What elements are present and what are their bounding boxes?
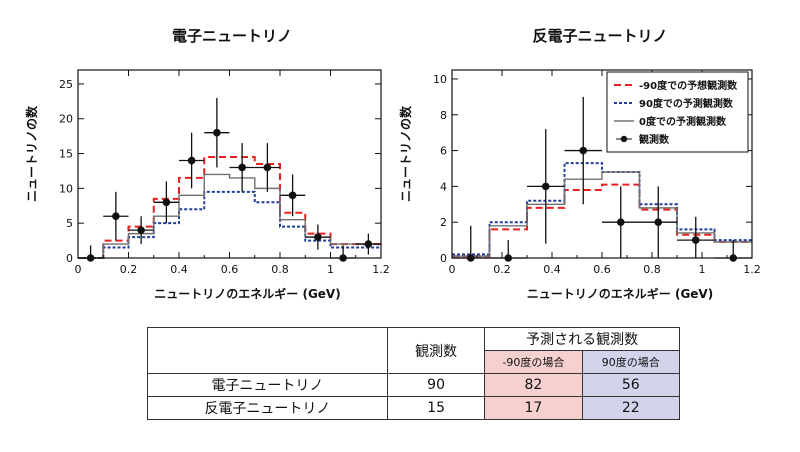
x-axis-label: ニュートリノのエネルギー (GeV) — [154, 286, 340, 301]
data-point — [654, 218, 663, 226]
x-tick-label: 0.8 — [271, 263, 289, 276]
y-tick-label: 10 — [433, 73, 447, 86]
y-tick-label: 10 — [59, 182, 73, 195]
x-tick-label: 0.6 — [221, 263, 239, 276]
x-tick-label: 0 — [449, 263, 456, 276]
header-plus90: 90度の場合 — [581, 350, 681, 374]
y-axis-label: ニュートリノの数 — [398, 105, 413, 202]
y-tick-label: 0 — [66, 252, 73, 265]
row-observed: 90 — [386, 373, 486, 397]
header-predicted: 予測される観測数 — [484, 327, 680, 351]
data-point — [112, 212, 120, 221]
row-label: 反電子ニュートリノ — [147, 396, 388, 420]
data-point — [314, 233, 322, 241]
table-row: 電子ニュートリノ 90 82 56 — [147, 373, 681, 397]
legend-label: -90度での予想観測数 — [639, 79, 738, 92]
y-tick-label: 5 — [66, 217, 73, 230]
data-point — [579, 146, 588, 155]
y-tick-label: 8 — [440, 109, 447, 122]
row-observed: 15 — [386, 396, 486, 420]
y-tick-label: 4 — [440, 180, 447, 193]
data-point — [691, 236, 700, 244]
row-plus90: 22 — [581, 396, 681, 420]
data-point — [238, 163, 246, 172]
series-dashed-line — [452, 183, 752, 258]
x-tick-label: 1 — [699, 263, 706, 276]
x-tick-label: 0.6 — [593, 263, 611, 276]
x-tick-label: 0.2 — [493, 263, 511, 276]
data-point — [616, 218, 625, 226]
data-point — [541, 182, 550, 191]
data-point — [162, 198, 171, 207]
x-tick-label: 1 — [327, 263, 334, 276]
chart-1-title: 電子ニュートリノ — [171, 27, 292, 45]
chart-anti-electron-neutrino: 0 0.2 0.4 0.6 0.8 1 1.2 0 2 4 6 8 10 ニュートリノのエネルギー (Ge… — [398, 69, 761, 301]
x-tick-label: 0.4 — [170, 263, 188, 276]
x-tick-label: 0.8 — [643, 263, 661, 276]
data-point — [263, 163, 272, 172]
x-tick-label: 0.4 — [543, 263, 561, 276]
y-tick-label: 15 — [59, 148, 73, 161]
data-point — [364, 240, 373, 248]
y-tick-label: 6 — [440, 145, 447, 158]
series-dashed-line — [78, 156, 381, 259]
header-minus90: -90度の場合 — [484, 350, 583, 374]
legend-label: 90度での予測観測数 — [639, 97, 734, 110]
y-tick-label: 0 — [440, 252, 447, 265]
legend-label: 観測数 — [639, 133, 670, 146]
plot-frame — [77, 69, 382, 259]
data-point — [137, 226, 145, 234]
chart-2-title: 反電子ニュートリノ — [532, 27, 668, 45]
x-tick-label: 1.2 — [743, 263, 761, 276]
y-tick-label: 25 — [59, 78, 73, 91]
table-corner — [147, 327, 388, 374]
header-observed: 観測数 — [386, 327, 486, 374]
row-label: 電子ニュートリノ — [147, 373, 388, 397]
series-dotted-line — [78, 190, 381, 259]
x-axis-label: ニュートリノのエネルギー (GeV) — [527, 286, 713, 301]
data-point — [187, 156, 196, 165]
row-minus90: 82 — [484, 373, 583, 397]
data-point — [288, 191, 297, 200]
table-row: 反電子ニュートリノ 15 17 22 — [147, 396, 681, 420]
data-point — [213, 128, 221, 137]
y-tick-label: 2 — [440, 216, 447, 229]
x-tick-label: 1.2 — [372, 263, 390, 276]
x-tick-label: 0.2 — [120, 263, 138, 276]
legend-point — [620, 135, 628, 143]
y-axis-label: ニュートリノの数 — [24, 105, 39, 202]
results-table: 観測数 予測される観測数 -90度の場合 90度の場合 電子ニュートリノ 90 … — [147, 327, 681, 420]
y-tick-label: 20 — [59, 113, 73, 126]
row-plus90: 56 — [581, 373, 681, 397]
legend-label: 0度での予測観測数 — [639, 115, 727, 128]
row-minus90: 17 — [484, 396, 583, 420]
x-tick-label: 0 — [75, 263, 82, 276]
chart-electron-neutrino: 0 0.2 0.4 0.6 0.8 1 1.2 0 5 10 15 20 25 ニュートリノのエネルギー … — [24, 69, 390, 301]
